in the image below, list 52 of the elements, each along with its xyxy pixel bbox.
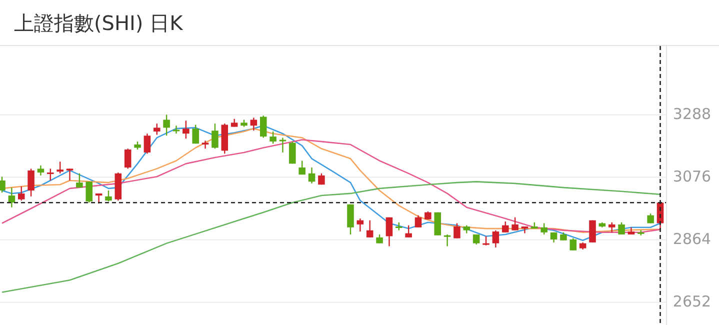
candlestick [647, 212, 654, 224]
candlestick [212, 122, 218, 150]
candlestick [444, 234, 451, 247]
candlestick [540, 222, 548, 236]
candlestick [298, 160, 306, 176]
candlestick [454, 222, 460, 239]
candlestick [570, 238, 577, 251]
candlestick [502, 220, 509, 233]
y-tick-label: 2864 [672, 230, 712, 248]
candlestick [414, 214, 422, 228]
candlestick [172, 125, 180, 134]
candlestick [347, 204, 354, 236]
candlestick [289, 140, 296, 164]
candlestick [192, 124, 199, 144]
candlestick [434, 212, 441, 236]
candlestick [618, 222, 625, 236]
candlestick [105, 190, 112, 202]
candlestick [250, 117, 258, 132]
candlestick [202, 140, 209, 150]
candlestick [308, 166, 316, 184]
candlestick [182, 120, 190, 140]
candlestick [86, 181, 93, 204]
chart-title: 上證指數(SHI) 日K [14, 11, 184, 35]
candlestick [589, 220, 596, 244]
candlestick [124, 148, 132, 170]
candlestick [153, 122, 160, 136]
candlestick [37, 164, 44, 176]
y-tick-label: 3076 [672, 167, 712, 186]
candlestick [163, 114, 170, 136]
candlestick [76, 172, 83, 188]
candlestick [386, 216, 393, 247]
candlestick [66, 168, 74, 182]
candlestick [260, 115, 267, 138]
candlestick [56, 161, 64, 174]
candlestick [366, 220, 374, 238]
candlestick [8, 186, 16, 208]
line-series [1, 181, 661, 293]
candlestick [270, 130, 276, 144]
candlestick [47, 168, 54, 182]
candlestick [356, 218, 364, 232]
candlestick [405, 224, 412, 238]
y-tick-label: 3288 [672, 104, 712, 123]
y-tick-label: 2652 [672, 292, 712, 310]
candlestick [144, 132, 151, 154]
candlestick [482, 236, 490, 246]
candlestick [521, 226, 528, 234]
candlestick [492, 230, 500, 248]
candlestick [512, 216, 518, 231]
candlestick [18, 186, 25, 202]
candlestick [608, 222, 616, 233]
candlestick [28, 168, 34, 198]
candlestick [279, 137, 286, 154]
